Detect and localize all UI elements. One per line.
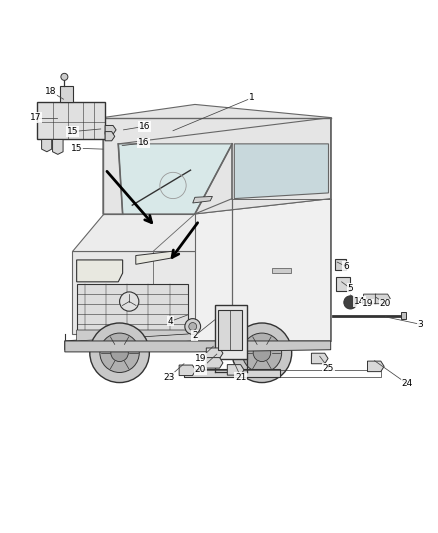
Bar (77, 284, 188, 330)
Text: 24: 24 (402, 379, 413, 389)
Polygon shape (206, 348, 223, 359)
Text: 2: 2 (192, 331, 198, 340)
Polygon shape (118, 144, 232, 214)
Text: 20: 20 (194, 365, 206, 374)
Text: 15: 15 (71, 144, 82, 153)
Circle shape (120, 292, 139, 311)
Polygon shape (375, 294, 390, 304)
Text: 6: 6 (343, 262, 349, 271)
Bar (335, 259, 346, 270)
Polygon shape (103, 104, 331, 214)
Text: 19: 19 (362, 299, 374, 308)
Polygon shape (136, 251, 173, 264)
Text: 1: 1 (249, 93, 255, 102)
Polygon shape (227, 365, 244, 375)
Circle shape (111, 344, 128, 361)
Polygon shape (72, 251, 195, 334)
Bar (184, 369, 280, 377)
Polygon shape (206, 358, 223, 368)
Text: 17: 17 (30, 113, 42, 122)
Text: 18: 18 (45, 87, 56, 96)
Polygon shape (311, 353, 328, 364)
Polygon shape (367, 361, 384, 372)
Bar (401, 312, 406, 319)
Text: 23: 23 (163, 373, 174, 382)
Text: 5: 5 (347, 284, 353, 293)
Text: 21: 21 (235, 373, 247, 382)
Polygon shape (105, 125, 116, 134)
Polygon shape (42, 140, 52, 152)
Bar (60, 86, 73, 102)
Polygon shape (72, 214, 195, 251)
Polygon shape (234, 144, 328, 199)
Circle shape (242, 333, 282, 373)
Bar (272, 268, 291, 273)
Text: 16: 16 (138, 139, 149, 148)
Polygon shape (65, 333, 195, 350)
Bar (336, 278, 350, 290)
Polygon shape (105, 132, 115, 141)
Text: 25: 25 (323, 364, 334, 373)
Polygon shape (364, 294, 378, 304)
Text: 3: 3 (417, 320, 424, 329)
Bar (37, 102, 105, 140)
Circle shape (253, 344, 271, 361)
Text: 14: 14 (353, 297, 365, 306)
Text: 4: 4 (168, 317, 173, 326)
Circle shape (344, 296, 357, 309)
Circle shape (100, 333, 139, 373)
Polygon shape (65, 341, 331, 352)
Bar (218, 310, 242, 350)
Text: 20: 20 (380, 299, 391, 308)
Polygon shape (77, 330, 188, 341)
Bar (215, 304, 247, 359)
Polygon shape (77, 260, 123, 282)
Circle shape (189, 322, 197, 330)
Circle shape (90, 323, 149, 383)
Bar (184, 370, 381, 377)
Text: 19: 19 (195, 354, 206, 363)
Polygon shape (193, 197, 212, 203)
Polygon shape (53, 140, 63, 155)
Circle shape (61, 74, 68, 80)
Polygon shape (179, 365, 196, 376)
Text: 15: 15 (67, 127, 78, 136)
Circle shape (232, 323, 292, 383)
Text: 16: 16 (139, 122, 150, 131)
Polygon shape (195, 199, 331, 341)
Circle shape (185, 319, 201, 334)
